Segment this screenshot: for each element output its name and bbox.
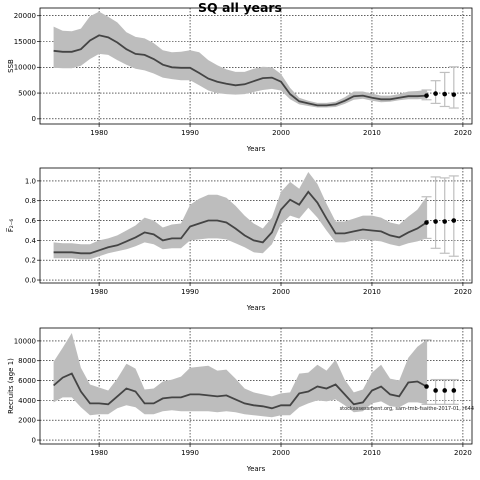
- estimate-line: [53, 34, 427, 107]
- y-tick-label: 1.0: [25, 177, 36, 185]
- x-tick-label: 1980: [90, 288, 108, 296]
- x-tick-label: 2020: [454, 288, 472, 296]
- x-tick-label: 2010: [363, 129, 381, 137]
- forecast-point: [442, 388, 448, 393]
- y-tick-label: 10000: [14, 64, 36, 72]
- y-tick-label: 20000: [14, 12, 36, 20]
- y-tick-label: 0.4: [25, 237, 37, 245]
- forecast-point: [433, 91, 438, 96]
- y-tick-label: 0: [32, 436, 36, 444]
- forecast-point: [442, 219, 448, 224]
- x-tick-label: 1980: [90, 129, 108, 137]
- panel-recruits: 1980 1990 2000 2010 2020 0 2000 4000 6000 8000 100…: [7, 327, 473, 473]
- y-tick-label: 0.8: [25, 197, 36, 205]
- plot-frame: [39, 327, 473, 445]
- forecast-point: [424, 220, 429, 225]
- y-tick-label: 2000: [18, 417, 36, 425]
- y-axis-label: SSB: [7, 59, 15, 73]
- forecast-point: [451, 92, 457, 97]
- x-axis-label: Years: [246, 145, 266, 153]
- x-tick-label: 2000: [272, 288, 290, 296]
- forecast-point: [433, 219, 438, 224]
- x-axis-label: Years: [246, 304, 266, 312]
- estimate-line: [53, 190, 427, 255]
- y-tick-label: 5000: [18, 89, 36, 97]
- estimate-line: [53, 372, 427, 410]
- x-tick-label: 2000: [272, 449, 290, 457]
- y-tick-label: 0.6: [25, 217, 37, 225]
- y-tick-label: 10000: [14, 337, 36, 345]
- plot-frame: [39, 167, 473, 284]
- forecast-point: [424, 93, 429, 98]
- x-tick-label: 2020: [454, 129, 472, 137]
- confidence-band: [53, 333, 427, 418]
- y-axis-label: F̅₂₋₆: [6, 219, 15, 233]
- confidence-band: [53, 11, 427, 108]
- x-tick-label: 1990: [181, 129, 199, 137]
- x-tick-label: 2010: [363, 288, 381, 296]
- forecast-point: [451, 388, 457, 393]
- y-tick-label: 0.2: [25, 257, 36, 265]
- y-tick-label: 8000: [18, 357, 36, 365]
- chart-title: SQ all years: [198, 0, 282, 15]
- x-tick-label: 1980: [90, 449, 108, 457]
- plot-frame: [39, 7, 473, 125]
- y-tick-label: 0: [32, 115, 36, 123]
- panel-ssb: 1980 1990 2000 2010 2020 0 5000 10000 15000 20000…: [7, 7, 473, 153]
- x-tick-label: 2020: [454, 449, 472, 457]
- panel-fbar: 1980 1990 2000 2010 2020 0.0 0.2 0.4 0.6 0.8 1.0 Ye…: [6, 167, 473, 312]
- forecast-point: [424, 384, 429, 389]
- x-tick-label: 2000: [272, 129, 290, 137]
- forecast-point: [451, 218, 457, 223]
- source-note: stockassessment.org, sam-tmb-fsaithe-201…: [340, 406, 474, 412]
- y-tick-label: 6000: [18, 377, 36, 385]
- y-tick-label: 0.0: [25, 276, 36, 284]
- x-tick-label: 1990: [181, 288, 199, 296]
- y-axis-label: Recruits (age 1): [7, 358, 15, 414]
- y-tick-label: 15000: [14, 38, 36, 46]
- confidence-band: [53, 172, 427, 260]
- x-tick-label: 1990: [181, 449, 199, 457]
- forecast-point: [433, 388, 438, 393]
- y-tick-label: 4000: [18, 397, 36, 405]
- x-axis-label: Years: [246, 465, 266, 473]
- forecast-point: [442, 91, 448, 97]
- x-tick-label: 2010: [363, 449, 381, 457]
